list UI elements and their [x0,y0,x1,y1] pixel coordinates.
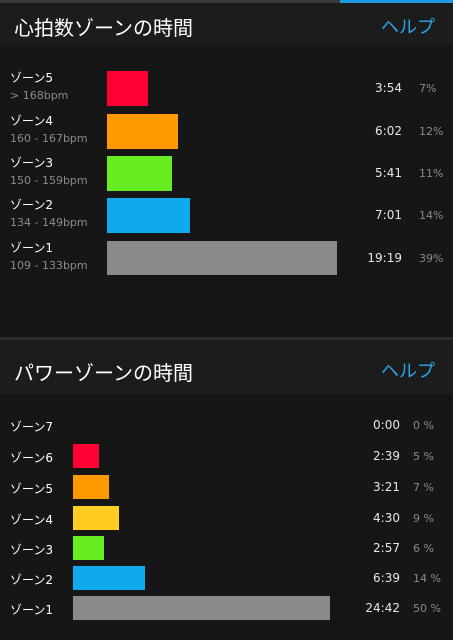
zone-time-bar [73,444,99,468]
zone-time-bar [73,506,119,530]
zone-time: 7:01 [375,208,402,222]
power-title: パワーゾーンの時間 [14,361,193,385]
heart-rate-zone-row: ゾーン1 109 - 133bpm 19:19 39% [0,237,453,277]
power-zone-row: ゾーン7 0:00 0 % [0,411,453,439]
heart-rate-title: 心拍数ゾーンの時間 [14,16,193,40]
zone-name: ゾーン6 [10,451,54,465]
power-zone-row: ゾーン3 2:57 6 % [0,534,453,562]
zone-time: 5:41 [375,166,402,180]
zone-bpm-range: 160 - 167bpm [10,132,88,145]
zone-time: 6:02 [375,124,402,138]
power-zone-list: ゾーン7 0:00 0 % ゾーン6 2:39 5 % ゾーン5 3:21 7 % ゾーン4 4:3… [0,394,453,640]
section-divider [0,337,453,340]
heart-rate-zone-row: ゾーン4 160 - 167bpm 6:02 12% [0,110,453,150]
zone-percent: 14% [419,209,444,222]
power-zone-row: ゾーン5 3:21 7 % [0,473,453,501]
zone-bpm-range: 150 - 159bpm [10,174,88,187]
zone-percent: 11% [419,167,444,180]
zone-time: 0:00 [373,418,400,432]
heart-rate-help-link[interactable]: ヘルプ [381,17,435,38]
zone-percent: 12% [419,125,444,138]
zone-percent: 6 % [413,542,434,555]
heart-rate-zone-row: ゾーン2 134 - 149bpm 7:01 14% [0,194,453,234]
top-progress-line [0,0,453,3]
zone-percent: 50 % [413,602,441,615]
zone-percent: 9 % [413,512,434,525]
zone-percent: 7 % [413,481,434,494]
zone-bpm-range: 134 - 149bpm [10,216,88,229]
zone-time: 19:19 [367,251,402,265]
heart-rate-zone-row: ゾーン3 150 - 159bpm 5:41 11% [0,152,453,192]
zone-name: ゾーン5 [10,482,54,496]
zone-time: 2:57 [373,541,400,555]
power-zone-row: ゾーン6 2:39 5 % [0,442,453,470]
zone-percent: 14 % [413,572,441,585]
zone-name: ゾーン2 [10,573,54,587]
zone-time-bar [107,241,337,275]
zone-time: 4:30 [373,511,400,525]
zone-time-bar [73,536,104,560]
heart-rate-header: 心拍数ゾーンの時間 ヘルプ [0,3,453,45]
power-help-link[interactable]: ヘルプ [381,361,435,382]
zone-percent: 39% [419,252,444,265]
power-zone-row: ゾーン1 24:42 50 % [0,594,453,622]
zone-time-bar [107,71,148,106]
zone-name: ゾーン1 [10,603,54,617]
zone-name: ゾーン5 [10,71,54,85]
zone-time-bar [73,475,109,499]
zone-time: 3:54 [375,81,402,95]
power-zone-row: ゾーン2 6:39 14 % [0,564,453,592]
zone-name: ゾーン4 [10,513,54,527]
zone-name: ゾーン4 [10,114,54,128]
zone-percent: 5 % [413,450,434,463]
zone-name: ゾーン7 [10,420,54,434]
power-zone-row: ゾーン4 4:30 9 % [0,504,453,532]
zone-time-bar [73,566,145,590]
zone-time-bar [107,156,172,191]
zone-bpm-range: 109 - 133bpm [10,259,88,272]
zone-bpm-range: > 168bpm [10,89,69,102]
zone-time: 2:39 [373,449,400,463]
heart-rate-zone-list: ゾーン5 > 168bpm 3:54 7% ゾーン4 160 - 167bpm 6:02 12… [0,45,453,337]
zone-percent: 0 % [413,419,434,432]
zone-percent: 7% [419,82,437,95]
zone-name: ゾーン2 [10,198,54,212]
zone-name: ゾーン3 [10,156,54,170]
zone-time: 3:21 [373,480,400,494]
zone-name: ゾーン3 [10,543,54,557]
zone-time-bar [73,596,330,620]
top-accent-line [340,0,453,3]
zone-time-bar [107,198,190,233]
zone-time: 6:39 [373,571,400,585]
zone-time-bar [107,114,178,149]
zone-name: ゾーン1 [10,241,54,255]
zone-time: 24:42 [365,601,400,615]
power-header: パワーゾーンの時間 ヘルプ [0,340,453,394]
heart-rate-zone-row: ゾーン5 > 168bpm 3:54 7% [0,67,453,107]
